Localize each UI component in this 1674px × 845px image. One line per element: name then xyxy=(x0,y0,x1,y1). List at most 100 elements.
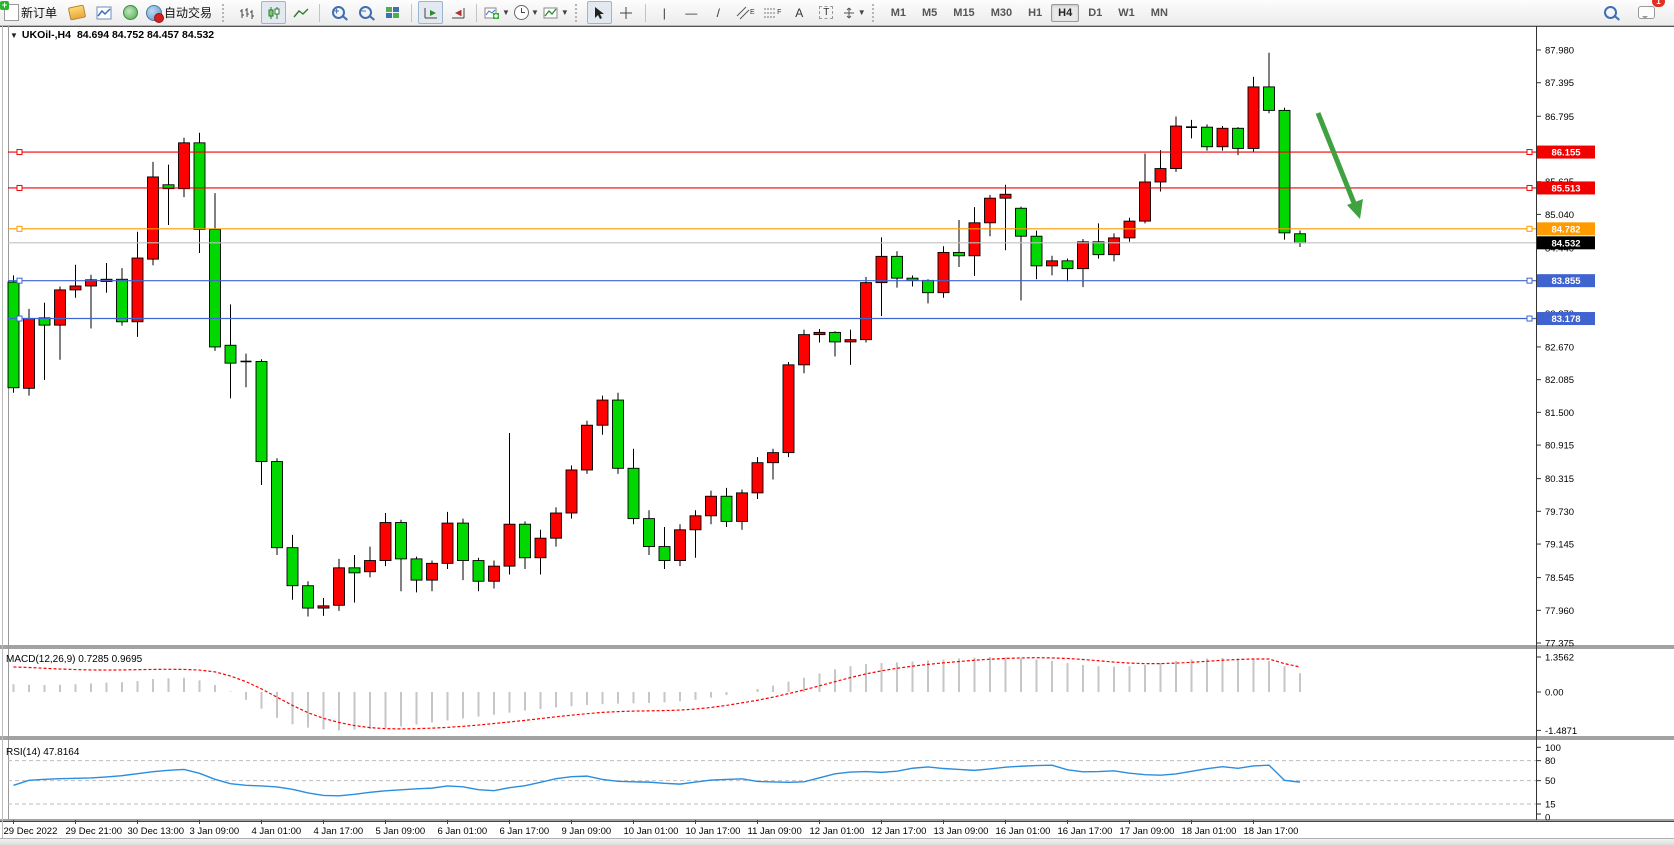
templates-button[interactable]: ▼ xyxy=(542,1,570,24)
candle-body-bear[interactable] xyxy=(1015,207,1027,237)
candle-body-bear[interactable] xyxy=(658,546,671,561)
autotrade-button[interactable]: 自动交易 xyxy=(145,1,217,24)
candle-body-bull[interactable] xyxy=(147,176,159,260)
resistance-2-badge[interactable] xyxy=(1537,181,1595,195)
toolbar-grip[interactable] xyxy=(574,3,582,22)
candle-body-bear[interactable] xyxy=(891,255,903,279)
candle-body-bear[interactable] xyxy=(286,547,299,587)
resistance-1-badge[interactable] xyxy=(1537,145,1595,159)
candle-body-bull[interactable] xyxy=(1216,127,1229,148)
candle-body-bear[interactable] xyxy=(906,277,919,281)
candle-body-bear[interactable] xyxy=(1092,241,1105,256)
candle-body-bull[interactable] xyxy=(782,364,795,454)
candle-body-bear[interactable] xyxy=(116,278,128,323)
candle-body-bear[interactable] xyxy=(302,585,314,609)
candle-body-bear[interactable] xyxy=(348,567,361,574)
support-2-badge[interactable] xyxy=(1537,312,1595,326)
candle-body-bull[interactable] xyxy=(767,452,779,464)
line-handle[interactable] xyxy=(16,315,23,322)
candle-body-bear[interactable] xyxy=(162,184,175,190)
candle-body-bull[interactable] xyxy=(503,523,516,567)
candle-body-bear[interactable] xyxy=(829,331,841,343)
line-handle[interactable] xyxy=(16,149,23,156)
candle-body-bull[interactable] xyxy=(317,605,330,609)
candle-body-bull[interactable] xyxy=(333,567,345,606)
candle-body-bull[interactable] xyxy=(705,495,717,517)
notifications-button[interactable]: 1 xyxy=(1634,0,1665,24)
candle-body-bull[interactable] xyxy=(550,512,562,539)
cursor-button[interactable] xyxy=(586,1,612,24)
new-order-button[interactable]: + 新订单 xyxy=(0,1,62,24)
chart-window-button[interactable] xyxy=(91,1,116,24)
line-handle[interactable] xyxy=(16,184,23,191)
timeframe-m15[interactable]: M15 xyxy=(953,6,975,19)
candle-body-bear[interactable] xyxy=(643,518,655,548)
pivot-orange-badge[interactable] xyxy=(1537,222,1595,236)
line-chart-button[interactable] xyxy=(288,1,313,24)
signals-button[interactable] xyxy=(118,1,143,24)
candle-body-bull[interactable] xyxy=(379,522,392,561)
down-arrow-head[interactable] xyxy=(1347,199,1363,219)
trendline-button[interactable]: / xyxy=(706,1,731,24)
candle-body-bull[interactable] xyxy=(488,565,500,582)
candle-body-bull[interactable] xyxy=(178,142,190,190)
down-arrow-annotation[interactable] xyxy=(1315,112,1359,209)
candle-body-bear[interactable] xyxy=(1030,235,1043,267)
candle-body-bear[interactable] xyxy=(720,495,733,522)
candle-body-bear[interactable] xyxy=(1278,109,1291,234)
timeframe-w1[interactable]: W1 xyxy=(1118,6,1135,19)
candle-body-bull[interactable] xyxy=(85,279,97,287)
timeframe-d1[interactable]: D1 xyxy=(1088,6,1103,19)
candlestick-button[interactable] xyxy=(261,1,287,24)
candle-body-bear[interactable] xyxy=(395,522,407,560)
candle-body-bull[interactable] xyxy=(875,255,888,284)
candle-body-bear[interactable] xyxy=(1061,260,1074,270)
indicators-button[interactable]: ▼ xyxy=(483,1,511,24)
candle-body-bear[interactable] xyxy=(38,317,51,326)
candle-body-bull[interactable] xyxy=(581,424,593,471)
candle-body-bull[interactable] xyxy=(441,522,454,564)
line-handle[interactable] xyxy=(1526,184,1533,191)
candle-body-bull[interactable] xyxy=(689,515,702,531)
chevron-down-icon[interactable]: ▼ xyxy=(10,31,18,40)
candle-body-bull[interactable] xyxy=(1247,86,1260,149)
candle-body-bear[interactable] xyxy=(7,281,20,389)
chart-window[interactable]: ▼ UKOil-,H4 84.694 84.752 84.457 84.532 87… xyxy=(0,26,1674,838)
line-handle[interactable] xyxy=(16,225,23,232)
channel-button[interactable]: E xyxy=(733,1,758,24)
candle-body-bear[interactable] xyxy=(1294,233,1306,244)
candle-body-bull[interactable] xyxy=(426,562,438,581)
timeframe-m1[interactable]: M1 xyxy=(890,6,906,19)
candle-body-bull[interactable] xyxy=(1123,220,1136,239)
text-label-button[interactable]: T xyxy=(814,1,839,24)
candle-body-bull[interactable] xyxy=(813,331,826,336)
chart-shift-button[interactable] xyxy=(445,1,470,24)
timeframe-mn[interactable]: MN xyxy=(1150,6,1168,19)
toolbar-grip[interactable] xyxy=(222,3,229,22)
support-1-badge[interactable] xyxy=(1537,274,1595,288)
crosshair-button[interactable] xyxy=(614,1,639,24)
line-handle[interactable] xyxy=(1526,225,1533,232)
candle-body-bear[interactable] xyxy=(410,558,423,581)
line-handle[interactable] xyxy=(1526,149,1533,156)
candle-body-bear[interactable] xyxy=(612,399,624,469)
candle-body-bull[interactable] xyxy=(596,399,609,426)
candle-body-bull[interactable] xyxy=(860,282,872,341)
zoom-in-button[interactable]: + xyxy=(326,1,351,24)
candle-body-bear[interactable] xyxy=(457,522,469,561)
line-handle[interactable] xyxy=(16,277,23,284)
candle-body-bull[interactable] xyxy=(1154,168,1167,183)
candle-body-bull[interactable] xyxy=(1046,260,1058,267)
timeframe-h1[interactable]: H1 xyxy=(1028,6,1043,19)
candle-body-bear[interactable] xyxy=(1201,126,1213,148)
candle-body-bull[interactable] xyxy=(23,317,35,389)
candle-body-bear[interactable] xyxy=(1263,86,1275,111)
candle-body-bull[interactable] xyxy=(1077,241,1089,270)
candle-body-bull[interactable] xyxy=(131,257,144,323)
current-price-badge[interactable] xyxy=(1537,236,1595,250)
candle-body-bull[interactable] xyxy=(751,462,764,494)
candle-body-bear[interactable] xyxy=(209,229,221,348)
search-button[interactable] xyxy=(1598,1,1623,24)
candle-body-bull[interactable] xyxy=(999,193,1012,199)
candle-body-bear[interactable] xyxy=(922,279,934,294)
